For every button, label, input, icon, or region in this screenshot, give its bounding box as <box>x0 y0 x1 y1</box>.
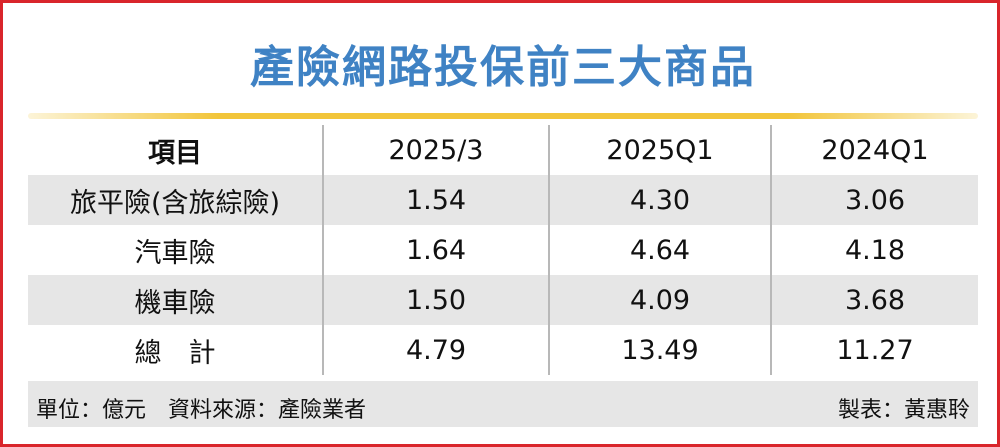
value-cell: 3.68 <box>770 275 978 325</box>
row-label: 總 計 <box>134 337 216 369</box>
value-cell: 11.27 <box>770 325 978 375</box>
value-cell: 4.30 <box>548 175 771 225</box>
title: 產險網路投保前三大商品 <box>250 42 756 93</box>
value-cell: 1.54 <box>322 175 549 225</box>
value-cell: 3.06 <box>770 175 978 225</box>
value-cell: 1.64 <box>322 225 549 275</box>
row-label: 旅平險(含旅綜險) <box>28 175 323 225</box>
header-cell: 2025Q1 <box>548 125 771 175</box>
header-row: 項目 2025/3 2025Q1 2024Q1 <box>28 125 978 175</box>
table-row: 機車險 1.50 4.09 3.68 <box>28 275 978 325</box>
table-row: 旅平險(含旅綜險) 1.54 4.30 3.06 <box>28 175 978 225</box>
footer: 單位：億元 資料來源：產險業者 製表：黃惠聆 <box>28 381 978 427</box>
value-cell: 1.50 <box>322 275 549 325</box>
row-label: 機車險 <box>28 275 323 325</box>
footer-credit: 製表：黃惠聆 <box>837 398 970 423</box>
header-cell: 2024Q1 <box>770 125 978 175</box>
table-row: 總 計 4.79 13.49 11.27 <box>28 325 978 375</box>
header-cell: 2025/3 <box>322 125 549 175</box>
value-cell: 4.64 <box>548 225 771 275</box>
value-cell: 4.09 <box>548 275 771 325</box>
table-row: 汽車險 1.64 4.64 4.18 <box>28 225 978 275</box>
divider <box>28 113 978 119</box>
footer-note: 單位：億元 資料來源：產險業者 <box>36 398 367 423</box>
value-cell: 13.49 <box>548 325 771 375</box>
value-cell: 4.18 <box>770 225 978 275</box>
header-cell: 項目 <box>148 137 202 169</box>
value-cell: 4.79 <box>322 325 549 375</box>
row-label: 汽車險 <box>134 237 216 269</box>
table: 項目 2025/3 2025Q1 2024Q1 旅平險(含旅綜險) 1.54 4.3… <box>28 125 978 375</box>
